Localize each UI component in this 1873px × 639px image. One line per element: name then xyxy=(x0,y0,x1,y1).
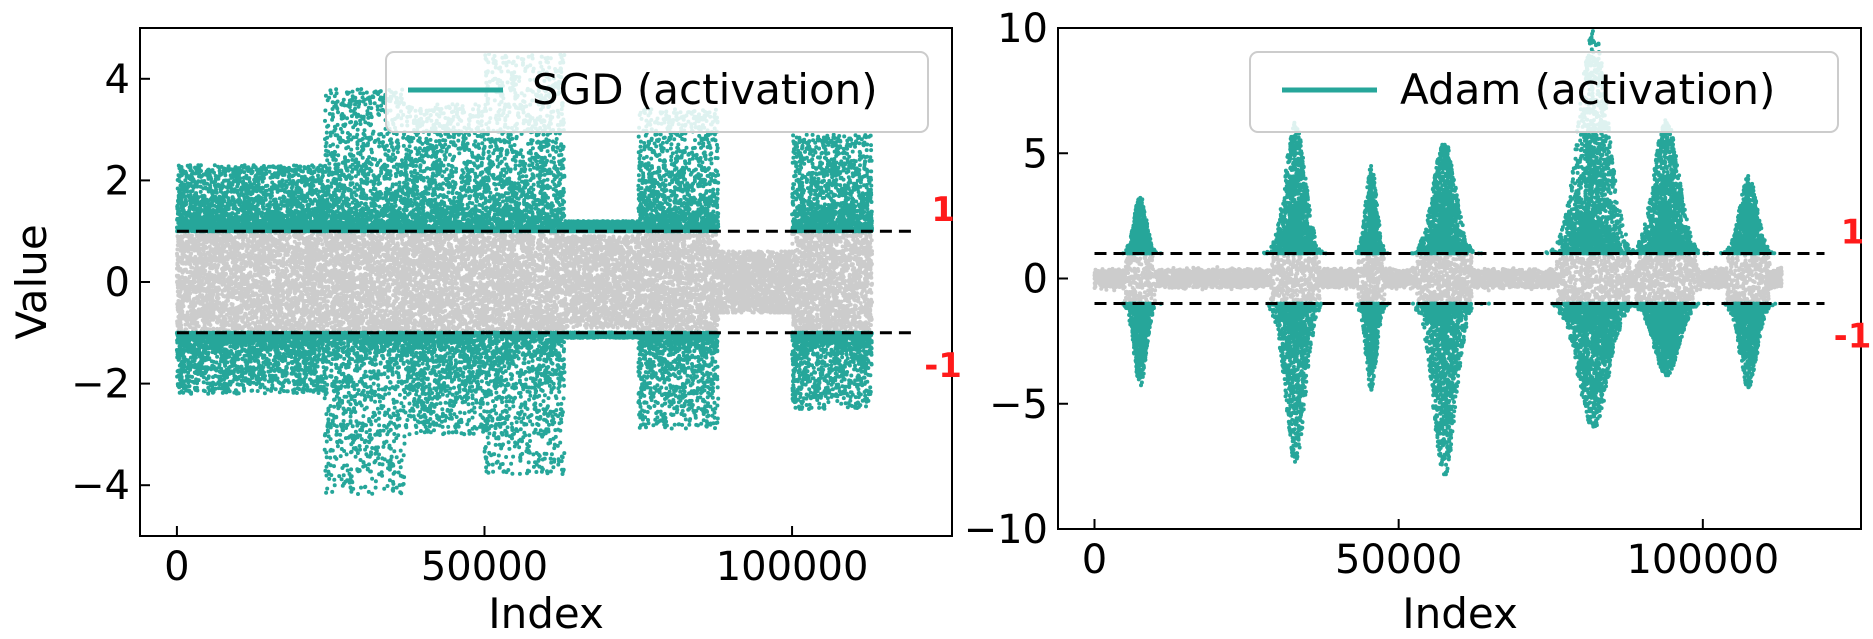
x-tick-label: 50000 xyxy=(421,544,548,590)
x-tick-label: 0 xyxy=(164,544,189,590)
y-ticks: −10 −5 0 5 10 xyxy=(964,6,1068,553)
legend: SGD (activation) xyxy=(385,51,929,133)
y-tick-label: 10 xyxy=(997,6,1048,52)
y-tick-label: −5 xyxy=(989,382,1048,428)
y-tick-label: 5 xyxy=(1023,131,1048,177)
legend-label: SGD (activation) xyxy=(532,65,878,114)
y-tick-label: 4 xyxy=(105,57,130,103)
x-tick-label: 0 xyxy=(1082,537,1107,583)
x-tick-label: 100000 xyxy=(716,544,869,590)
x-axis-label: Index xyxy=(488,589,604,638)
x-tick-label: 50000 xyxy=(1335,537,1462,583)
x-axis-label: Index xyxy=(1402,589,1518,638)
x-ticks: 0 50000 100000 xyxy=(164,526,868,590)
y-tick-label: −2 xyxy=(71,362,130,408)
y-tick-label: 2 xyxy=(105,158,130,204)
legend-label: Adam (activation) xyxy=(1400,65,1775,114)
adam-activation-plot: 1 -1 0 50000 100000 −10 −5 0 5 10 Index Adam (a… xyxy=(964,6,1872,638)
legend: Adam (activation) xyxy=(1249,51,1839,133)
x-ticks: 0 50000 100000 xyxy=(1082,519,1779,583)
x-tick-label: 100000 xyxy=(1626,537,1779,583)
threshold-label: 1 xyxy=(931,190,955,230)
y-tick-label: −10 xyxy=(964,507,1048,553)
inlier-points xyxy=(1092,251,1784,306)
y-ticks: −4 −2 0 2 4 xyxy=(71,57,150,509)
y-axis-label: Value xyxy=(7,224,56,339)
threshold-label: -1 xyxy=(924,346,962,386)
sgd-activation-plot: 1 -1 0 50000 100000 −4 −2 0 2 4 Index Value SGD… xyxy=(7,27,962,638)
threshold-label: 1 xyxy=(1841,212,1865,252)
y-tick-label: 0 xyxy=(105,260,130,306)
inlier-points xyxy=(174,229,875,335)
legend-box xyxy=(385,51,929,133)
threshold-lines: 1 -1 xyxy=(1094,212,1872,357)
threshold-label: -1 xyxy=(1834,317,1872,357)
threshold-lines: 1 -1 xyxy=(176,190,962,386)
legend-box xyxy=(1249,51,1839,133)
y-tick-label: 0 xyxy=(1023,257,1048,303)
y-tick-label: −4 xyxy=(71,463,130,509)
